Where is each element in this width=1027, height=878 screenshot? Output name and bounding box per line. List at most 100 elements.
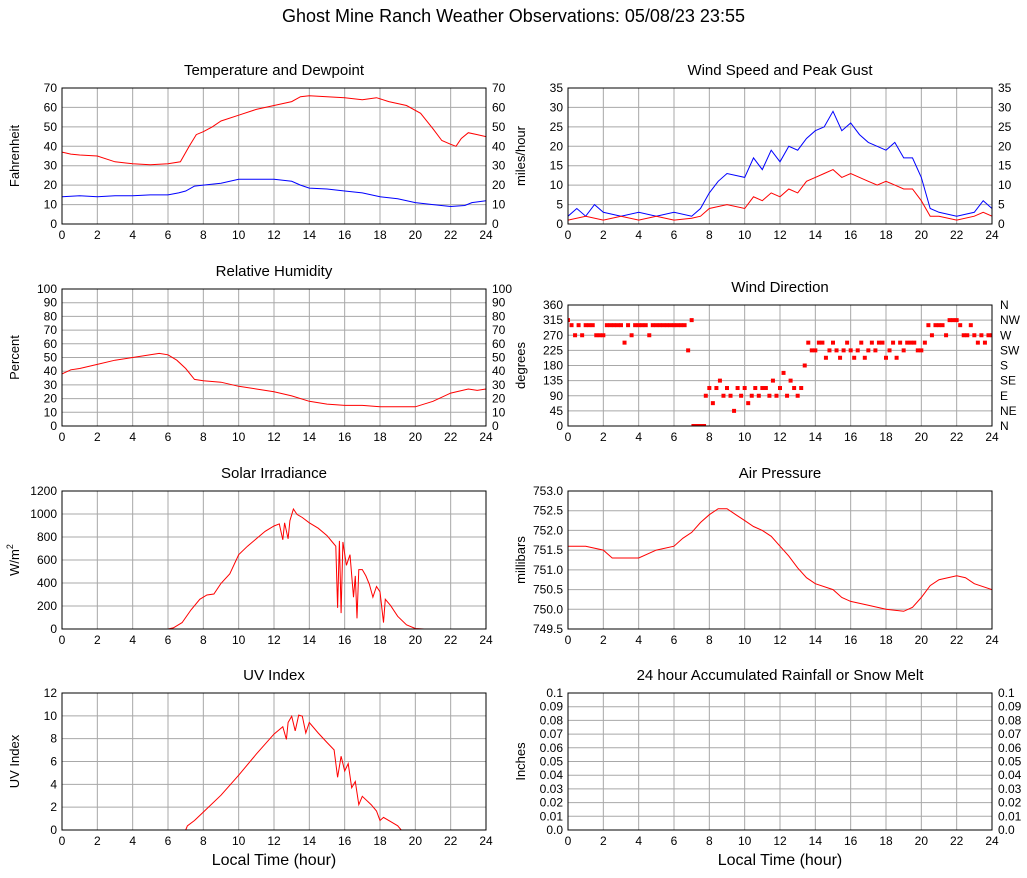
y-tick-label-right: 60: [492, 100, 506, 114]
y-tick-label-right: 60: [492, 337, 506, 351]
data-point: [852, 355, 857, 360]
y-tick-label: 0.06: [540, 741, 564, 755]
data-point: [855, 348, 860, 353]
y-tick-label: 360: [543, 298, 563, 312]
data-point: [876, 340, 881, 345]
data-point: [915, 348, 920, 353]
data-point: [569, 323, 574, 328]
x-tick-label: 20: [915, 633, 929, 647]
x-tick-label: 16: [844, 633, 858, 647]
x-tick-label: 24: [985, 228, 999, 242]
data-point: [568, 318, 570, 323]
y-tick-label: 70: [44, 81, 58, 95]
y-tick-label: 40: [44, 139, 58, 153]
y-tick-label: 180: [543, 359, 563, 373]
x-tick-label: 2: [94, 633, 101, 647]
y-tick-label: 15: [550, 159, 564, 173]
data-point: [778, 386, 782, 391]
x-tick-label: 0: [565, 633, 572, 647]
y-tick-label: 0.09: [540, 700, 564, 714]
x-tick-label: 6: [165, 430, 172, 444]
x-tick-label: 12: [773, 834, 787, 848]
data-point: [732, 408, 737, 413]
y-tick-label: 0: [50, 622, 57, 636]
x-tick-label: 4: [635, 834, 642, 848]
y-tick-label-right: 30: [998, 100, 1012, 114]
data-point: [647, 333, 652, 338]
y-tick-label-right: 0.09: [998, 700, 1022, 714]
y-axis-label-superscript: 2: [5, 544, 15, 549]
x-tick-label: 10: [232, 834, 246, 848]
y-tick-label-right: 0.06: [998, 741, 1022, 755]
y-tick-label: 10: [44, 405, 58, 419]
data-point: [611, 323, 616, 328]
y-tick-label: 315: [543, 313, 563, 327]
x-tick-label: 22: [444, 228, 458, 242]
data-point: [823, 355, 828, 360]
y-axis-label: UV Index: [7, 734, 22, 788]
x-tick-label: 10: [232, 228, 246, 242]
y-tick-label: 50: [44, 120, 58, 134]
x-tick-label: 16: [338, 633, 352, 647]
y-tick-label: 751.0: [533, 563, 563, 577]
x-tick-label: 20: [915, 834, 929, 848]
data-point: [686, 348, 691, 353]
y-tick-label: 0: [556, 419, 563, 433]
chart-title: Wind Speed and Peak Gust: [687, 62, 873, 79]
y-tick-label: 270: [543, 328, 563, 342]
data-point: [799, 386, 804, 391]
x-tick-label: 20: [409, 834, 423, 848]
y-tick-label: 20: [44, 178, 58, 192]
data-point: [604, 323, 609, 328]
x-tick-label: 4: [129, 430, 136, 444]
chart-title: Relative Humidity: [216, 263, 333, 280]
y-tick-label-right: 5: [998, 198, 1005, 212]
data-point: [717, 378, 722, 383]
x-tick-label: 8: [200, 633, 207, 647]
data-point: [982, 340, 987, 345]
chart-title: Wind Direction: [731, 279, 829, 296]
data-point: [583, 323, 588, 328]
data-point: [933, 323, 938, 328]
data-point: [827, 348, 832, 353]
compass-tick-label: S: [1000, 359, 1008, 373]
y-tick-label-right: 20: [492, 392, 506, 406]
data-point: [806, 340, 811, 345]
y-axis-label: Percent: [7, 335, 22, 380]
data-point: [654, 323, 659, 328]
x-tick-label: 14: [809, 228, 823, 242]
y-tick-label-right: 0.08: [998, 713, 1022, 727]
y-tick-label: 0: [50, 419, 57, 433]
x-tick-label: 16: [844, 228, 858, 242]
y-tick-label: 0.03: [540, 782, 564, 796]
x-tick-label: 6: [671, 834, 678, 848]
x-tick-label: 8: [706, 633, 713, 647]
data-point: [689, 318, 694, 323]
data-point: [831, 340, 835, 345]
data-point: [735, 386, 740, 391]
data-point: [954, 318, 959, 323]
x-tick-label: 2: [600, 228, 607, 242]
y-tick-label-right: 30: [492, 159, 506, 173]
data-point: [698, 424, 703, 426]
data-point: [859, 340, 864, 345]
data-point: [961, 333, 966, 338]
y-tick-label: 751.5: [533, 543, 563, 557]
data-point: [919, 348, 924, 353]
data-point: [785, 393, 790, 398]
chart-rain: 24 hour Accumulated Rainfall or Snow Mel…: [513, 667, 1022, 869]
data-point: [601, 333, 606, 338]
data-point: [848, 348, 853, 353]
data-point: [728, 393, 733, 398]
data-point: [636, 323, 641, 328]
data-point: [845, 340, 850, 345]
x-tick-label: 22: [444, 834, 458, 848]
y-tick-label: 0.07: [540, 727, 564, 741]
x-tick-label: 2: [600, 834, 607, 848]
compass-tick-label: SW: [1000, 343, 1020, 357]
series-line-1: [62, 178, 486, 208]
y-tick-label: 0.05: [540, 755, 564, 769]
y-tick-label: 0: [556, 217, 563, 231]
y-tick-label: 100: [37, 282, 57, 296]
y-tick-label: 0: [50, 217, 57, 231]
